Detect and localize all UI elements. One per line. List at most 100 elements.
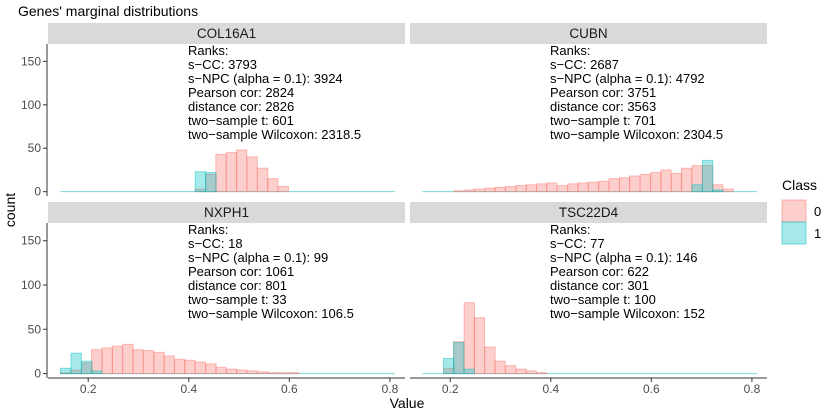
- histogram-bar-class-1: [712, 189, 724, 193]
- histogram-bar-class-1: [205, 172, 217, 193]
- y-tick-label: 150: [21, 234, 41, 248]
- facet-strip: [410, 23, 767, 44]
- histogram-bar-class-0: [70, 369, 82, 375]
- histogram-bar-class-0: [536, 372, 548, 375]
- histogram-bar-class-0: [619, 177, 631, 193]
- histogram-bar-class-0: [515, 368, 527, 375]
- histogram-bar-class-0: [277, 372, 290, 375]
- histogram-bar-class-0: [153, 351, 165, 375]
- histogram-bar-class-1: [453, 342, 465, 375]
- histogram-bar-class-0: [494, 186, 506, 193]
- histogram-bar-class-0: [194, 361, 207, 375]
- x-tick-label: 0.8: [382, 382, 399, 396]
- histogram-bar-class-1: [81, 360, 93, 375]
- ranks-line: two−sample Wilcoxon: 106.5: [188, 306, 354, 321]
- ranks-line: two−sample t: 100: [550, 292, 656, 307]
- histogram-bar-class-0: [494, 360, 506, 375]
- histogram-bar-class-0: [215, 153, 227, 193]
- facet-strip-label: TSC22D4: [559, 205, 619, 220]
- ranks-line: two−sample Wilcoxon: 2318.5: [188, 127, 361, 142]
- ranks-line: s−CC: 3793: [188, 57, 257, 72]
- histogram-bar-class-0: [525, 370, 537, 375]
- ranks-line: Pearson cor: 1061: [188, 264, 294, 279]
- ranks-line: distance cor: 3563: [550, 99, 656, 114]
- ranks-line: two−sample Wilcoxon: 2304.5: [550, 127, 723, 142]
- x-tick-label: 0.6: [643, 382, 660, 396]
- histogram-bar-class-0: [163, 355, 175, 375]
- histogram-bar-class-0: [101, 347, 114, 375]
- histogram-bar-class-0: [650, 172, 662, 193]
- y-tick-label: 100: [21, 278, 41, 292]
- histogram-bar-class-0: [225, 368, 238, 375]
- histogram-bar-class-0: [525, 184, 537, 193]
- histogram-bar-class-0: [463, 302, 476, 375]
- histogram-bar-class-0: [670, 172, 683, 193]
- histogram-bar-class-0: [194, 188, 207, 193]
- ranks-heading: Ranks:: [188, 43, 228, 58]
- histogram-bar-class-1: [70, 352, 82, 375]
- facet-panel: NXPH1 Ranks:s−CC: 18s−NPC (alpha = 0.1): …: [21, 202, 405, 396]
- ranks-line: s−CC: 2687: [550, 57, 619, 72]
- ranks-line: s−NPC (alpha = 0.1): 3924: [188, 71, 343, 86]
- y-tick-label: 0: [34, 367, 41, 381]
- x-tick-label: 0.8: [744, 382, 761, 396]
- histogram-bar-class-1: [91, 370, 103, 375]
- histogram-bar-class-0: [122, 343, 134, 375]
- histogram-bar-class-1: [59, 367, 72, 375]
- histogram-bar-class-0: [174, 358, 186, 375]
- ranks-line: Pearson cor: 2824: [188, 85, 294, 100]
- facet-strip-label: CUBN: [569, 26, 607, 41]
- histogram-bar-class-0: [473, 317, 486, 375]
- histogram-bar-class-0: [205, 173, 217, 193]
- histogram-bar-class-0: [484, 346, 496, 375]
- histogram-bar-class-0: [639, 173, 652, 193]
- y-tick-label: 0: [34, 185, 41, 199]
- histogram-bar-class-0: [257, 167, 269, 193]
- histogram-bar-class-0: [463, 189, 476, 193]
- histogram-bar-class-0: [712, 184, 724, 193]
- ranks-heading: Ranks:: [550, 222, 590, 237]
- ranks-line: distance cor: 301: [550, 278, 649, 293]
- ranks-heading: Ranks:: [550, 43, 590, 58]
- histogram-bar-class-0: [453, 341, 465, 375]
- histogram-bar-class-0: [567, 183, 579, 193]
- ranks-line: s−CC: 77: [550, 236, 605, 251]
- y-tick-label: 100: [21, 98, 41, 112]
- histogram-bar-class-1: [701, 159, 714, 193]
- ranks-line: Pearson cor: 3751: [550, 85, 656, 100]
- histogram-bar-class-0: [556, 185, 569, 193]
- histogram-bar-class-0: [629, 175, 641, 193]
- histogram-bar-class-0: [81, 362, 93, 375]
- y-axis-label: count: [2, 193, 18, 227]
- x-tick-label: 0.6: [281, 382, 298, 396]
- histogram-bar-class-0: [453, 190, 465, 193]
- histogram-bar-class-0: [484, 187, 496, 193]
- histogram-bar-class-0: [59, 372, 72, 375]
- histogram-bar-class-0: [205, 363, 217, 375]
- histogram-bar-class-0: [288, 372, 300, 375]
- histogram-bar-class-0: [504, 365, 517, 375]
- histogram-bar-class-0: [587, 181, 600, 193]
- x-tick-label: 0.4: [542, 382, 559, 396]
- histogram-bar-class-0: [608, 178, 620, 193]
- ranks-line: s−NPC (alpha = 0.1): 4792: [550, 71, 705, 86]
- legend: Class 0 1: [781, 177, 821, 245]
- x-tick-label: 0.4: [180, 382, 197, 396]
- ranks-line: two−sample t: 701: [550, 113, 656, 128]
- histogram-bar-class-0: [267, 372, 279, 375]
- ranks-heading: Ranks:: [188, 222, 228, 237]
- legend-key-class-1: [781, 221, 807, 245]
- histogram-bar-class-0: [235, 369, 248, 375]
- legend-label-class-1: 1: [814, 226, 821, 241]
- histogram-bar-class-0: [246, 370, 258, 375]
- legend-title: Class: [782, 177, 817, 193]
- histogram-bar-class-1: [691, 184, 703, 193]
- x-tick-label: 0.2: [442, 382, 459, 396]
- x-tick-label: 0.2: [80, 382, 97, 396]
- histogram-bar-class-0: [515, 185, 527, 193]
- legend-label-class-0: 0: [814, 204, 821, 219]
